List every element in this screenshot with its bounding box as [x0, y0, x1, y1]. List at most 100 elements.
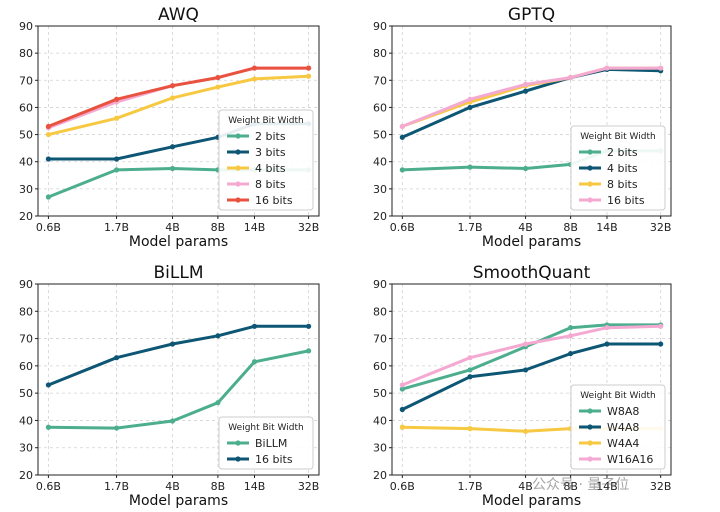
- data-point: [522, 428, 529, 434]
- y-tick-label: 20: [19, 210, 33, 223]
- x-tick-label: 0.6B: [390, 480, 415, 493]
- data-point: [399, 406, 405, 413]
- y-tick-label: 40: [19, 156, 33, 169]
- y-tick-label: 70: [19, 74, 33, 87]
- series-line: [400, 66, 663, 128]
- data-point: [467, 164, 473, 170]
- data-point: [399, 123, 405, 130]
- chart-title: AWQ: [158, 5, 199, 25]
- x-tick-label: 4B: [518, 480, 533, 493]
- x-tick-label: 4B: [165, 221, 180, 234]
- x-tick-label: 4B: [518, 221, 533, 234]
- y-tick-label: 30: [373, 183, 387, 196]
- x-tick-label: 1.7B: [104, 480, 129, 493]
- legend-label: BiLLM: [255, 437, 287, 450]
- chart-title: BiLLM: [154, 263, 204, 283]
- legend-label: W8A8: [607, 405, 639, 418]
- y-tick-label: 30: [19, 442, 33, 455]
- data-point: [169, 83, 176, 89]
- y-tick-label: 90: [373, 278, 387, 291]
- legend-marker: [235, 165, 241, 171]
- legend-label: 4 bits: [607, 162, 638, 175]
- x-tick-label: 32B: [298, 221, 320, 234]
- series-line: [46, 66, 311, 128]
- legend-label: 16 bits: [255, 194, 293, 207]
- legend-label: 16 bits: [255, 453, 293, 466]
- data-point: [305, 65, 312, 71]
- data-point: [305, 348, 312, 354]
- legend-label: 16 bits: [607, 194, 645, 207]
- data-point: [305, 323, 312, 329]
- legend-marker: [235, 197, 241, 203]
- data-point: [568, 325, 574, 331]
- data-point: [305, 73, 312, 79]
- y-tick-label: 90: [19, 278, 33, 291]
- data-point: [45, 424, 52, 430]
- legend-title: Weight Bit Width: [228, 116, 303, 126]
- legend-marker: [235, 181, 241, 187]
- data-point: [467, 426, 473, 432]
- data-point: [215, 333, 221, 339]
- data-point: [251, 359, 258, 365]
- legend-label: 8 bits: [255, 178, 286, 191]
- x-tick-label: 1.7B: [104, 221, 129, 234]
- y-tick-label: 50: [19, 387, 33, 400]
- data-point: [215, 400, 221, 406]
- y-tick-label: 70: [373, 333, 387, 346]
- legend-marker: [235, 149, 241, 155]
- plot-frame: [37, 25, 320, 217]
- x-tick-label: 8B: [563, 480, 578, 493]
- x-axis-label: Model params: [129, 234, 228, 250]
- data-point: [113, 355, 120, 361]
- x-axis-label: Model params: [482, 234, 581, 250]
- y-tick-label: 60: [19, 101, 33, 114]
- legend-label: 8 bits: [607, 178, 638, 191]
- plot-frame: [37, 283, 320, 476]
- legend-marker: [587, 408, 593, 414]
- legend-marker: [235, 440, 241, 446]
- y-tick-label: 70: [373, 74, 387, 87]
- legend-marker: [235, 133, 241, 139]
- data-point: [45, 123, 52, 130]
- y-tick-label: 40: [373, 156, 387, 169]
- data-point: [169, 144, 176, 150]
- data-point: [399, 424, 405, 430]
- legend: Weight Bit Width 2 bits 3 bits 4 bits 8 bits…: [218, 109, 314, 211]
- legend-marker: [235, 456, 241, 462]
- y-tick-label: 50: [19, 129, 33, 142]
- legend-marker: [587, 197, 593, 203]
- data-point: [467, 104, 473, 111]
- x-tick-label: 14B: [596, 221, 618, 234]
- legend-marker: [587, 181, 593, 187]
- legend-title: Weight Bit Width: [580, 132, 655, 142]
- legend-marker: [587, 440, 593, 446]
- series-line: [400, 342, 663, 411]
- legend-marker: [587, 149, 593, 155]
- data-point: [169, 418, 176, 424]
- y-tick-label: 80: [19, 47, 33, 60]
- data-point: [113, 115, 120, 121]
- legend-label: 2 bits: [255, 130, 286, 143]
- series-line: [46, 349, 311, 430]
- legend: Weight Bit Width 2 bits 4 bits 8 bits 16 bit…: [570, 125, 666, 211]
- data-point: [215, 84, 221, 90]
- data-point: [522, 88, 529, 94]
- data-point: [399, 386, 405, 392]
- y-tick-label: 40: [373, 414, 387, 427]
- x-tick-label: 8B: [211, 480, 226, 493]
- data-point: [45, 194, 52, 200]
- data-point: [522, 341, 529, 347]
- legend: Weight Bit Width W8A8 W4A8 W4A4 W16A16: [570, 384, 666, 470]
- series-line: [46, 74, 311, 137]
- series-line: [400, 324, 663, 387]
- plot-frame: [391, 283, 672, 476]
- legend-marker: [587, 424, 593, 430]
- data-point: [113, 96, 120, 102]
- data-point: [522, 367, 529, 373]
- legend-label: 4 bits: [255, 162, 286, 175]
- data-point: [251, 76, 258, 82]
- data-point: [215, 74, 221, 81]
- data-point: [399, 134, 405, 140]
- y-tick-label: 80: [19, 305, 33, 318]
